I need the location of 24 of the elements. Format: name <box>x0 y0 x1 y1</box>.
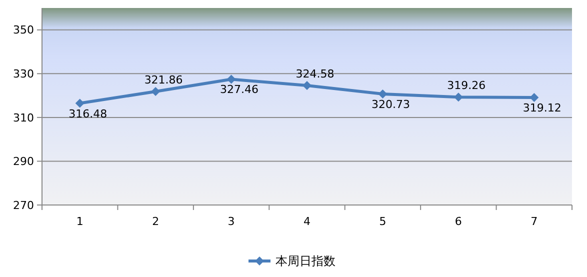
data-label: 324.58 <box>296 68 334 81</box>
y-tick-label: 310 <box>13 111 34 124</box>
x-tick-label: 6 <box>454 215 462 228</box>
x-tick-label: 1 <box>76 215 84 228</box>
point <box>151 86 160 96</box>
y-tick-label: 290 <box>13 155 34 168</box>
x-tick-label: 2 <box>152 215 160 228</box>
data-label: 319.26 <box>447 79 486 92</box>
data-label: 321.86 <box>144 73 183 86</box>
point <box>302 81 312 90</box>
data-label: 319.12 <box>522 101 562 114</box>
point <box>226 74 236 84</box>
y-tick-label: 350 <box>13 24 34 37</box>
data-label: 320.73 <box>371 98 410 111</box>
x-tick-label: 7 <box>530 215 538 228</box>
legend-label: 本周日指数 <box>276 254 336 268</box>
y-tick-label: 330 <box>13 68 34 81</box>
data-label: 327.46 <box>220 83 259 96</box>
x-tick-label: 3 <box>228 215 235 228</box>
x-tick-label: 4 <box>304 215 310 228</box>
data-label: 316.48 <box>68 107 108 120</box>
point <box>75 98 84 108</box>
x-tick-label: 5 <box>379 215 386 228</box>
y-tick-label: 270 <box>13 198 34 212</box>
